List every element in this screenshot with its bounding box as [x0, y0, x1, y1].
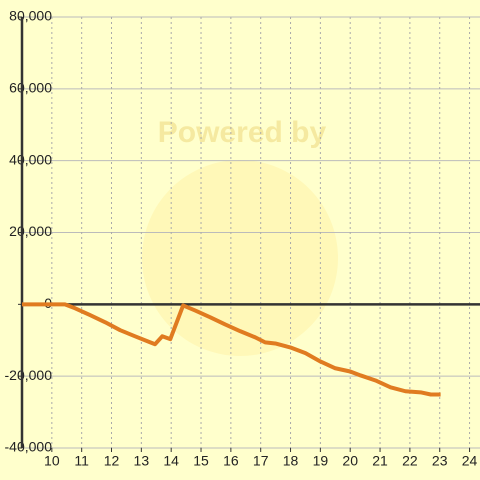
data-line [22, 302, 441, 397]
x-tick-label: 15 [193, 453, 209, 469]
x-tick-label: 22 [402, 453, 418, 469]
x-tick-label: 17 [253, 453, 269, 469]
x-tick-label: 11 [74, 453, 89, 469]
y-tick-label: 80,000 [9, 8, 52, 24]
x-tick-label: 12 [104, 453, 120, 469]
y-tick-label: 40,000 [9, 151, 52, 167]
x-tick-label: 10 [44, 453, 60, 469]
watermark: Powered by [158, 116, 327, 149]
x-tick-label: 14 [163, 453, 179, 469]
y-tick-label: -40,000 [5, 439, 53, 455]
y-tick-label: 20,000 [9, 223, 52, 239]
x-tick-label: 20 [342, 453, 358, 469]
y-tick-label: 60,000 [9, 80, 52, 96]
y-tick-label: -20,000 [5, 367, 53, 383]
x-tick-label: 23 [432, 453, 448, 469]
x-tick-label: 19 [313, 453, 329, 469]
x-tick-label: 21 [372, 453, 388, 469]
x-tick-label: 18 [283, 453, 299, 469]
x-tick-label: 13 [134, 453, 150, 469]
x-tick-label: 16 [223, 453, 239, 469]
x-tick-label: 24 [462, 453, 478, 469]
